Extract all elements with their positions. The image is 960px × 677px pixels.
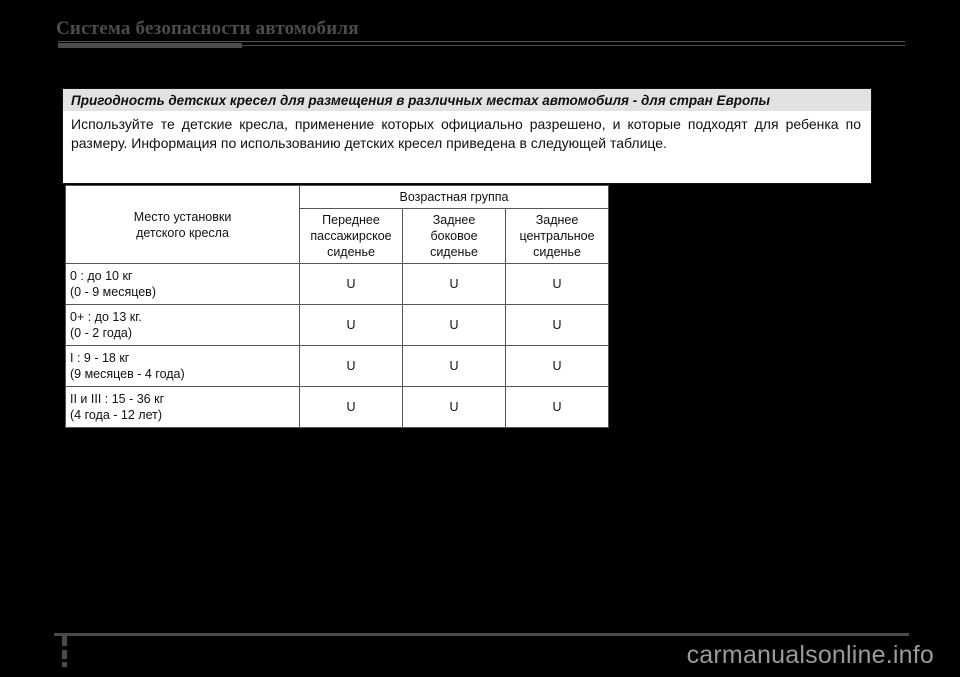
- cell-category: I : 9 - 18 кг (9 месяцев - 4 года): [65, 345, 300, 387]
- category-line1: 0+ : до 13 кг.: [70, 310, 142, 324]
- header-rule-extension: [242, 45, 905, 46]
- table-row: I : 9 - 18 кг (9 месяцев - 4 года) U U U: [65, 345, 609, 387]
- info-box-title: Пригодность детских кресел для размещени…: [63, 89, 871, 111]
- category-line2: (0 - 9 месяцев): [70, 285, 156, 299]
- child-seat-suitability-table: Место установки детского кресла Возрастн…: [62, 184, 612, 429]
- table-header-row-sub: Переднее пассажирское сиденье Заднее бок…: [66, 208, 609, 264]
- sub-header-front-line2: пассажирское: [310, 229, 392, 243]
- cell-front-passenger: U: [299, 304, 403, 346]
- cell-rear-center: U: [505, 386, 609, 428]
- cell-category: II и III : 15 - 36 кг (4 года - 12 лет): [65, 386, 300, 428]
- sub-header-rear-center-line2: центральное: [519, 229, 595, 243]
- cell-rear-center: U: [505, 345, 609, 387]
- cell-rear-side: U: [402, 263, 506, 305]
- cell-rear-center: U: [505, 263, 609, 305]
- cell-rear-side: U: [402, 386, 506, 428]
- cell-category: 0 : до 10 кг (0 - 9 месяцев): [65, 263, 300, 305]
- cell-front-passenger: U: [299, 386, 403, 428]
- page-header: Система безопасности автомобиля: [0, 0, 960, 60]
- header-rule-thin: [58, 41, 905, 42]
- table-header-row-top: Место установки детского кресла Возрастн…: [65, 185, 609, 264]
- cell-rear-side: U: [402, 304, 506, 346]
- header-rule-thick: [58, 43, 242, 48]
- sub-header-rear-side-line2: боковое: [430, 229, 478, 243]
- cell-front-passenger: U: [299, 345, 403, 387]
- sub-header-front-line3: сиденье: [327, 245, 375, 259]
- info-box: Пригодность детских кресел для размещени…: [62, 88, 872, 184]
- cell-rear-center: U: [505, 304, 609, 346]
- category-line2: (4 года - 12 лет): [70, 408, 162, 422]
- category-line2: (9 месяцев - 4 года): [70, 367, 185, 381]
- category-line1: II и III : 15 - 36 кг: [70, 392, 165, 406]
- footer-dash-upper: [62, 650, 67, 659]
- category-line2: (0 - 2 года): [70, 326, 133, 340]
- info-box-body: Используйте те детские кресла, применени…: [71, 116, 861, 151]
- footer-tick-mark: [62, 636, 67, 646]
- sub-header-rear-side-line1: Заднее: [432, 213, 476, 227]
- page-title: Система безопасности автомобиля: [56, 18, 359, 39]
- table-row: II и III : 15 - 36 кг (4 года - 12 лет) …: [65, 386, 609, 428]
- category-line1: I : 9 - 18 кг: [70, 351, 130, 365]
- cell-front-passenger: U: [299, 263, 403, 305]
- header-place-line1: Место установки: [133, 209, 232, 224]
- footer-rule: [54, 633, 909, 636]
- category-line1: 0 : до 10 кг: [70, 269, 133, 283]
- footer-dash-lower: [62, 662, 67, 667]
- header-cell-rear-side-seat: Заднее боковое сиденье: [402, 208, 506, 264]
- cell-category: 0+ : до 13 кг. (0 - 2 года): [65, 304, 300, 346]
- header-cell-age-group: Возрастная группа: [299, 185, 609, 209]
- table-row: 0 : до 10 кг (0 - 9 месяцев) U U U: [65, 263, 609, 305]
- header-cell-rear-center-seat: Заднее центральное сиденье: [505, 208, 609, 264]
- cell-rear-side: U: [402, 345, 506, 387]
- header-cell-front-passenger-seat: Переднее пассажирское сиденье: [299, 208, 403, 264]
- header-place-line2: детского кресла: [136, 225, 229, 240]
- sub-header-rear-center-line1: Заднее: [535, 213, 579, 227]
- sub-header-rear-side-line3: сиденье: [430, 245, 478, 259]
- header-cell-installation-place: Место установки детского кресла: [65, 185, 300, 264]
- table-row: 0+ : до 13 кг. (0 - 2 года) U U U: [65, 304, 609, 346]
- sub-header-rear-center-line3: сиденье: [533, 245, 581, 259]
- sub-header-front-line1: Переднее: [322, 213, 380, 227]
- watermark: carmanualsonline.info: [686, 641, 934, 669]
